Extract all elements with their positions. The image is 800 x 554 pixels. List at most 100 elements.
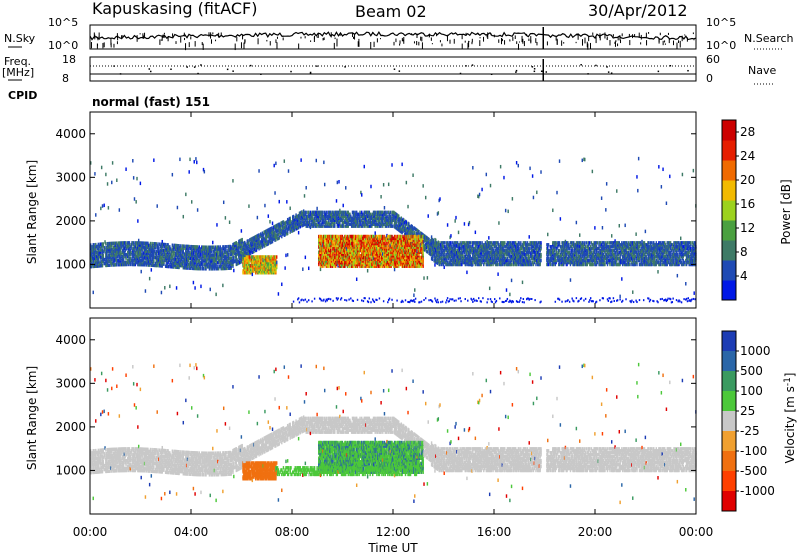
- power-cell: [268, 262, 270, 266]
- power-cell: [398, 247, 401, 251]
- power-cell: [214, 259, 217, 263]
- power-cell: [240, 238, 243, 242]
- power-cell: [312, 212, 314, 217]
- power-cell: [144, 255, 147, 259]
- power-cell: [360, 260, 362, 265]
- power-low-cell: [327, 298, 329, 301]
- power-cell: [234, 251, 237, 255]
- power-cell: [377, 234, 380, 239]
- power-cell: [298, 223, 301, 227]
- power-cell: [112, 241, 115, 246]
- power-cell: [336, 224, 339, 228]
- power-cell: [360, 220, 362, 224]
- power-cell: [134, 252, 137, 257]
- power-noise-cell: [185, 192, 187, 197]
- power-cell: [398, 240, 400, 244]
- power-cell: [208, 257, 211, 261]
- power-cell: [204, 245, 206, 249]
- power-cell: [399, 234, 402, 239]
- power-cell: [257, 241, 259, 246]
- power-cell: [166, 248, 169, 253]
- power-cell: [96, 254, 99, 259]
- power-cell: [255, 246, 258, 250]
- power-cell: [164, 256, 167, 261]
- power-cell: [376, 216, 378, 221]
- power-cell: [365, 222, 367, 226]
- power-cell: [310, 218, 312, 222]
- power-cell: [244, 262, 246, 266]
- power-cell: [205, 267, 207, 271]
- power-cell: [169, 253, 172, 257]
- power-cell: [101, 252, 104, 256]
- power-cell: [203, 247, 206, 251]
- power-cell: [324, 216, 327, 221]
- power-cell: [378, 259, 381, 263]
- power-cell: [340, 210, 343, 215]
- power-cell: [180, 263, 183, 268]
- power-noise-cell: [161, 239, 163, 244]
- power-cell: [331, 234, 333, 239]
- power-cell: [252, 246, 254, 250]
- power-cell: [168, 251, 170, 255]
- power-cell: [142, 255, 144, 259]
- power-cell: [345, 222, 348, 226]
- power-cell: [302, 211, 304, 216]
- power-cell: [147, 243, 149, 248]
- power-cell: [363, 212, 365, 217]
- power-cell: [149, 245, 152, 250]
- power-cell: [388, 264, 391, 268]
- power-cell: [346, 241, 349, 246]
- power-cell: [338, 216, 340, 221]
- power-cell: [379, 224, 381, 228]
- power-cell: [254, 242, 257, 247]
- power-cell: [288, 222, 291, 227]
- power-cell: [329, 241, 332, 246]
- power-cell: [213, 267, 216, 271]
- power-cell: [401, 221, 403, 225]
- power-cell: [95, 264, 97, 268]
- power-cell: [387, 234, 390, 239]
- power-cell: [177, 263, 179, 268]
- power-cell: [212, 253, 214, 257]
- power-cell: [134, 262, 137, 267]
- power-cell: [329, 234, 332, 239]
- power-cell: [320, 234, 323, 239]
- power-cell: [323, 212, 326, 217]
- power-cell: [318, 224, 321, 228]
- power-cell: [325, 243, 328, 248]
- power-cell: [293, 220, 296, 224]
- power-cell: [265, 229, 267, 234]
- power-cell: [394, 221, 397, 226]
- nsearch-dot: [93, 32, 95, 38]
- power-cell: [332, 253, 334, 258]
- power-cell: [156, 246, 158, 250]
- power-noise-cell: [309, 225, 312, 230]
- power-cell: [377, 218, 380, 222]
- power-cell: [370, 220, 372, 224]
- power-cell: [93, 256, 95, 261]
- power-cell: [355, 245, 357, 249]
- power-cell: [266, 230, 269, 235]
- power-noise-cell: [355, 277, 358, 281]
- power-noise-cell: [276, 260, 278, 265]
- power-cell: [111, 249, 113, 254]
- power-cell: [232, 262, 234, 266]
- power-cell: [228, 248, 230, 253]
- power-cell: [384, 243, 387, 248]
- power-cell: [330, 224, 333, 228]
- power-cell: [117, 249, 120, 253]
- power-cell: [219, 247, 222, 251]
- power-cell: [341, 253, 344, 258]
- power-cell: [246, 251, 248, 255]
- power-cell: [198, 259, 201, 263]
- power-cell: [259, 258, 261, 263]
- nsearch-dot: [339, 32, 341, 36]
- power-cell: [104, 248, 106, 252]
- power-cell: [302, 211, 305, 215]
- power-cell: [169, 262, 171, 267]
- power-low-cell: [388, 297, 391, 300]
- power-cell: [260, 232, 262, 236]
- power-cell: [254, 244, 257, 249]
- nsearch-dot: [180, 36, 182, 43]
- power-noise-cell: [224, 216, 227, 220]
